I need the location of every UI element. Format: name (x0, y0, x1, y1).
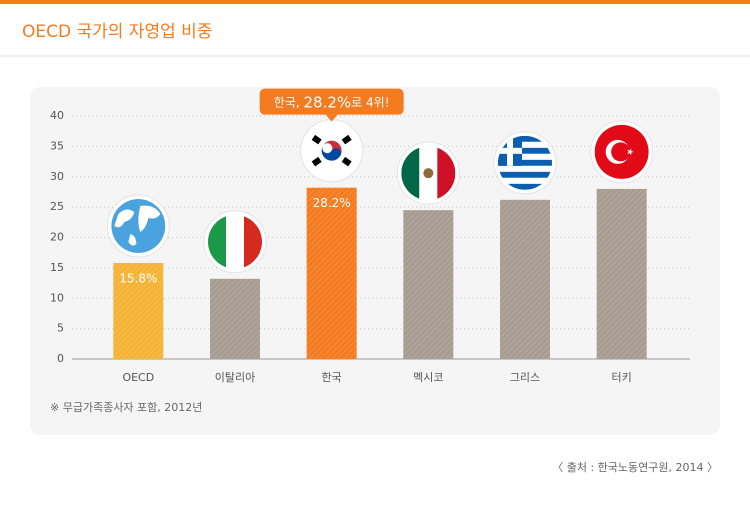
annotation-part: 28.2% (304, 93, 352, 111)
flag-part (498, 165, 552, 172)
x-tick-label: 터키 (612, 371, 632, 384)
flag-part (498, 153, 552, 160)
y-tick-label: 5 (57, 322, 64, 335)
callout (259, 88, 404, 115)
flag-part (498, 183, 552, 190)
flag (203, 210, 267, 274)
value-label: 15.8% (119, 272, 157, 286)
flag-part (498, 177, 552, 184)
flag-art (498, 135, 552, 190)
flag-part (226, 214, 244, 269)
top-bar (0, 0, 750, 4)
y-tick-label: 35 (50, 139, 64, 152)
flag-art (304, 123, 359, 178)
annotation: 한국, 28.2%로 4위! (274, 93, 390, 111)
flag (300, 119, 364, 183)
flag (106, 194, 170, 258)
taeguk-blue (321, 145, 341, 161)
trigram (341, 134, 352, 145)
value-label: 28.2% (313, 196, 351, 210)
flag-part (498, 159, 552, 166)
x-tick-label: OECD (122, 371, 154, 384)
footnote: ※ 무급가족종사자 포함, 2012년 (50, 401, 202, 414)
flag-part (498, 171, 552, 178)
bar-hatch (210, 278, 260, 359)
flag (396, 141, 460, 205)
flag-art (401, 146, 456, 201)
trigram (311, 156, 322, 167)
x-tick-label: 이탈리아 (215, 371, 255, 384)
page-title: OECD 국가의 자영업 비중 (22, 22, 212, 42)
bar-hatch (113, 263, 164, 359)
callout-tip (325, 114, 338, 122)
y-tick-label: 25 (50, 200, 64, 213)
flag-art (111, 199, 166, 254)
flag-part (498, 141, 552, 148)
crescent-cut (611, 142, 631, 162)
flag-part (401, 146, 420, 201)
bar-hatch (306, 187, 357, 359)
annotation-part: 로 4위! (351, 95, 389, 109)
trigram (341, 156, 352, 167)
annotation-part: 한국, (274, 95, 304, 109)
flag (493, 131, 557, 195)
flag-part (498, 135, 552, 142)
y-tick-label: 0 (57, 352, 64, 365)
flag-part (208, 214, 226, 269)
flag-part (498, 147, 552, 154)
x-tick-label: 멕시코 (413, 371, 443, 384)
y-tick-label: 40 (50, 109, 64, 122)
bar-hatch (403, 210, 454, 359)
y-tick-label: 10 (50, 291, 64, 304)
y-tick-label: 30 (50, 170, 64, 183)
source: 〈 출처 : 한국노동연구원, 2014 〉 (552, 461, 718, 474)
flag-part (437, 146, 456, 201)
star (627, 148, 634, 156)
y-tick-label: 15 (50, 261, 64, 274)
flag-art (594, 124, 649, 179)
flag-art (208, 214, 262, 269)
flag-part (244, 214, 262, 269)
trigram (311, 134, 322, 145)
flag-part (507, 135, 513, 166)
bar-hatch (596, 188, 647, 359)
x-tick-label: 그리스 (510, 371, 540, 384)
flag (590, 120, 654, 184)
x-tick-label: 한국 (322, 371, 342, 384)
land (114, 205, 161, 246)
bar-hatch (500, 199, 550, 359)
y-tick-label: 20 (50, 231, 64, 244)
emblem (423, 168, 434, 179)
